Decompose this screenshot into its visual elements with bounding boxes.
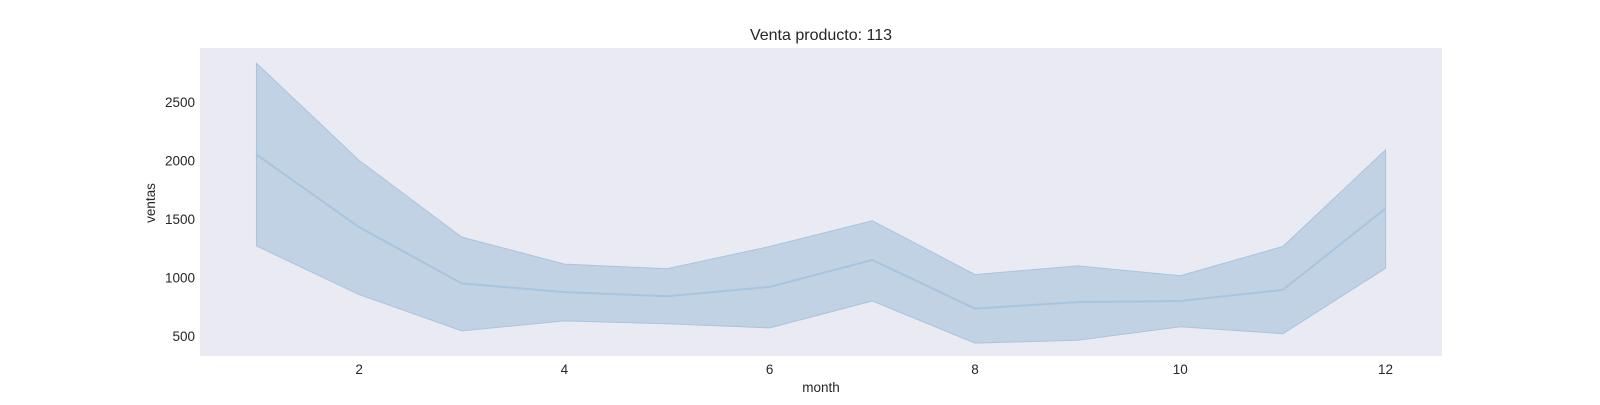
y-tick-label: 1500 [165,212,195,227]
x-tick-label: 10 [1173,362,1188,377]
x-axis-label: month [802,380,840,395]
x-tick-label: 4 [561,362,569,377]
x-axis-ticks: 2 4 6 8 10 12 [355,362,1393,377]
y-tick-label: 1000 [165,271,195,286]
x-tick-label: 8 [971,362,979,377]
y-tick-label: 500 [172,329,195,344]
x-tick-label: 12 [1378,362,1393,377]
series-line-layer [255,153,1387,310]
chart-title: Venta producto: 113 [750,27,892,44]
x-tick-label: 2 [355,362,363,377]
confidence-band-layer [255,62,1387,344]
y-axis-label: ventas [143,183,158,223]
confidence-band [255,62,1387,344]
y-tick-label: 2000 [165,153,195,168]
series-line [255,153,1387,310]
y-tick-label: 2500 [165,95,195,110]
y-axis-ticks: 500 1000 1500 2000 2500 [165,95,195,344]
x-tick-label: 6 [766,362,774,377]
